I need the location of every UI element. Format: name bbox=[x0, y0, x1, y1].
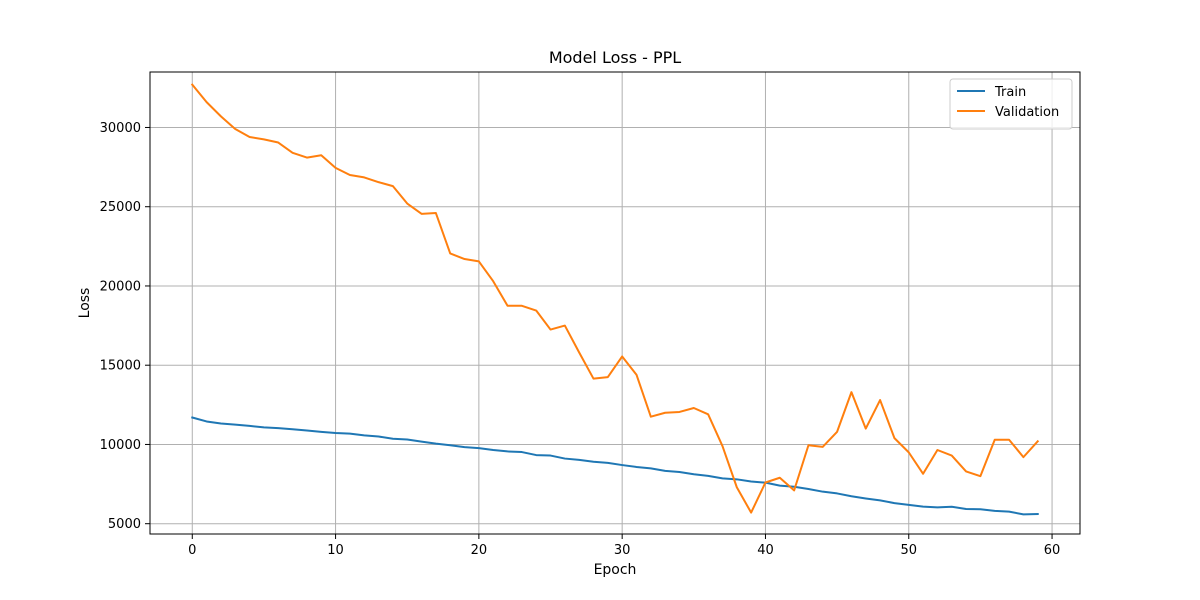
x-tick-label: 50 bbox=[900, 543, 917, 558]
y-tick-label: 5000 bbox=[108, 517, 141, 532]
y-axis-label: Loss bbox=[77, 288, 93, 319]
ticks: 0 10 20 30 40 50 60 5000 10000 15000 20000 25000 300… bbox=[100, 121, 1061, 558]
y-tick-label: 15000 bbox=[100, 359, 141, 374]
legend-label-validation: Validation bbox=[995, 105, 1059, 120]
series-line-train bbox=[191, 416, 1039, 516]
x-tick-label: 40 bbox=[757, 543, 774, 558]
series-layer bbox=[190, 83, 1040, 516]
y-tick-label: 20000 bbox=[100, 279, 141, 294]
x-tick-label: 0 bbox=[188, 543, 196, 558]
x-tick-label: 60 bbox=[1044, 543, 1061, 558]
y-tick-label: 10000 bbox=[100, 438, 141, 453]
x-tick-label: 10 bbox=[327, 543, 344, 558]
y-tick-label: 25000 bbox=[100, 200, 141, 215]
series-line-validation bbox=[190, 83, 1040, 514]
x-axis-label: Epoch bbox=[594, 562, 637, 578]
y-tick-label: 30000 bbox=[100, 121, 141, 136]
legend-label-train: Train bbox=[994, 85, 1026, 100]
plot-frame bbox=[149, 71, 1081, 535]
x-tick-label: 20 bbox=[471, 543, 488, 558]
x-tick-label: 30 bbox=[614, 543, 631, 558]
legend: Train Validation bbox=[949, 78, 1073, 130]
chart-title: Model Loss - PPL bbox=[549, 48, 681, 67]
